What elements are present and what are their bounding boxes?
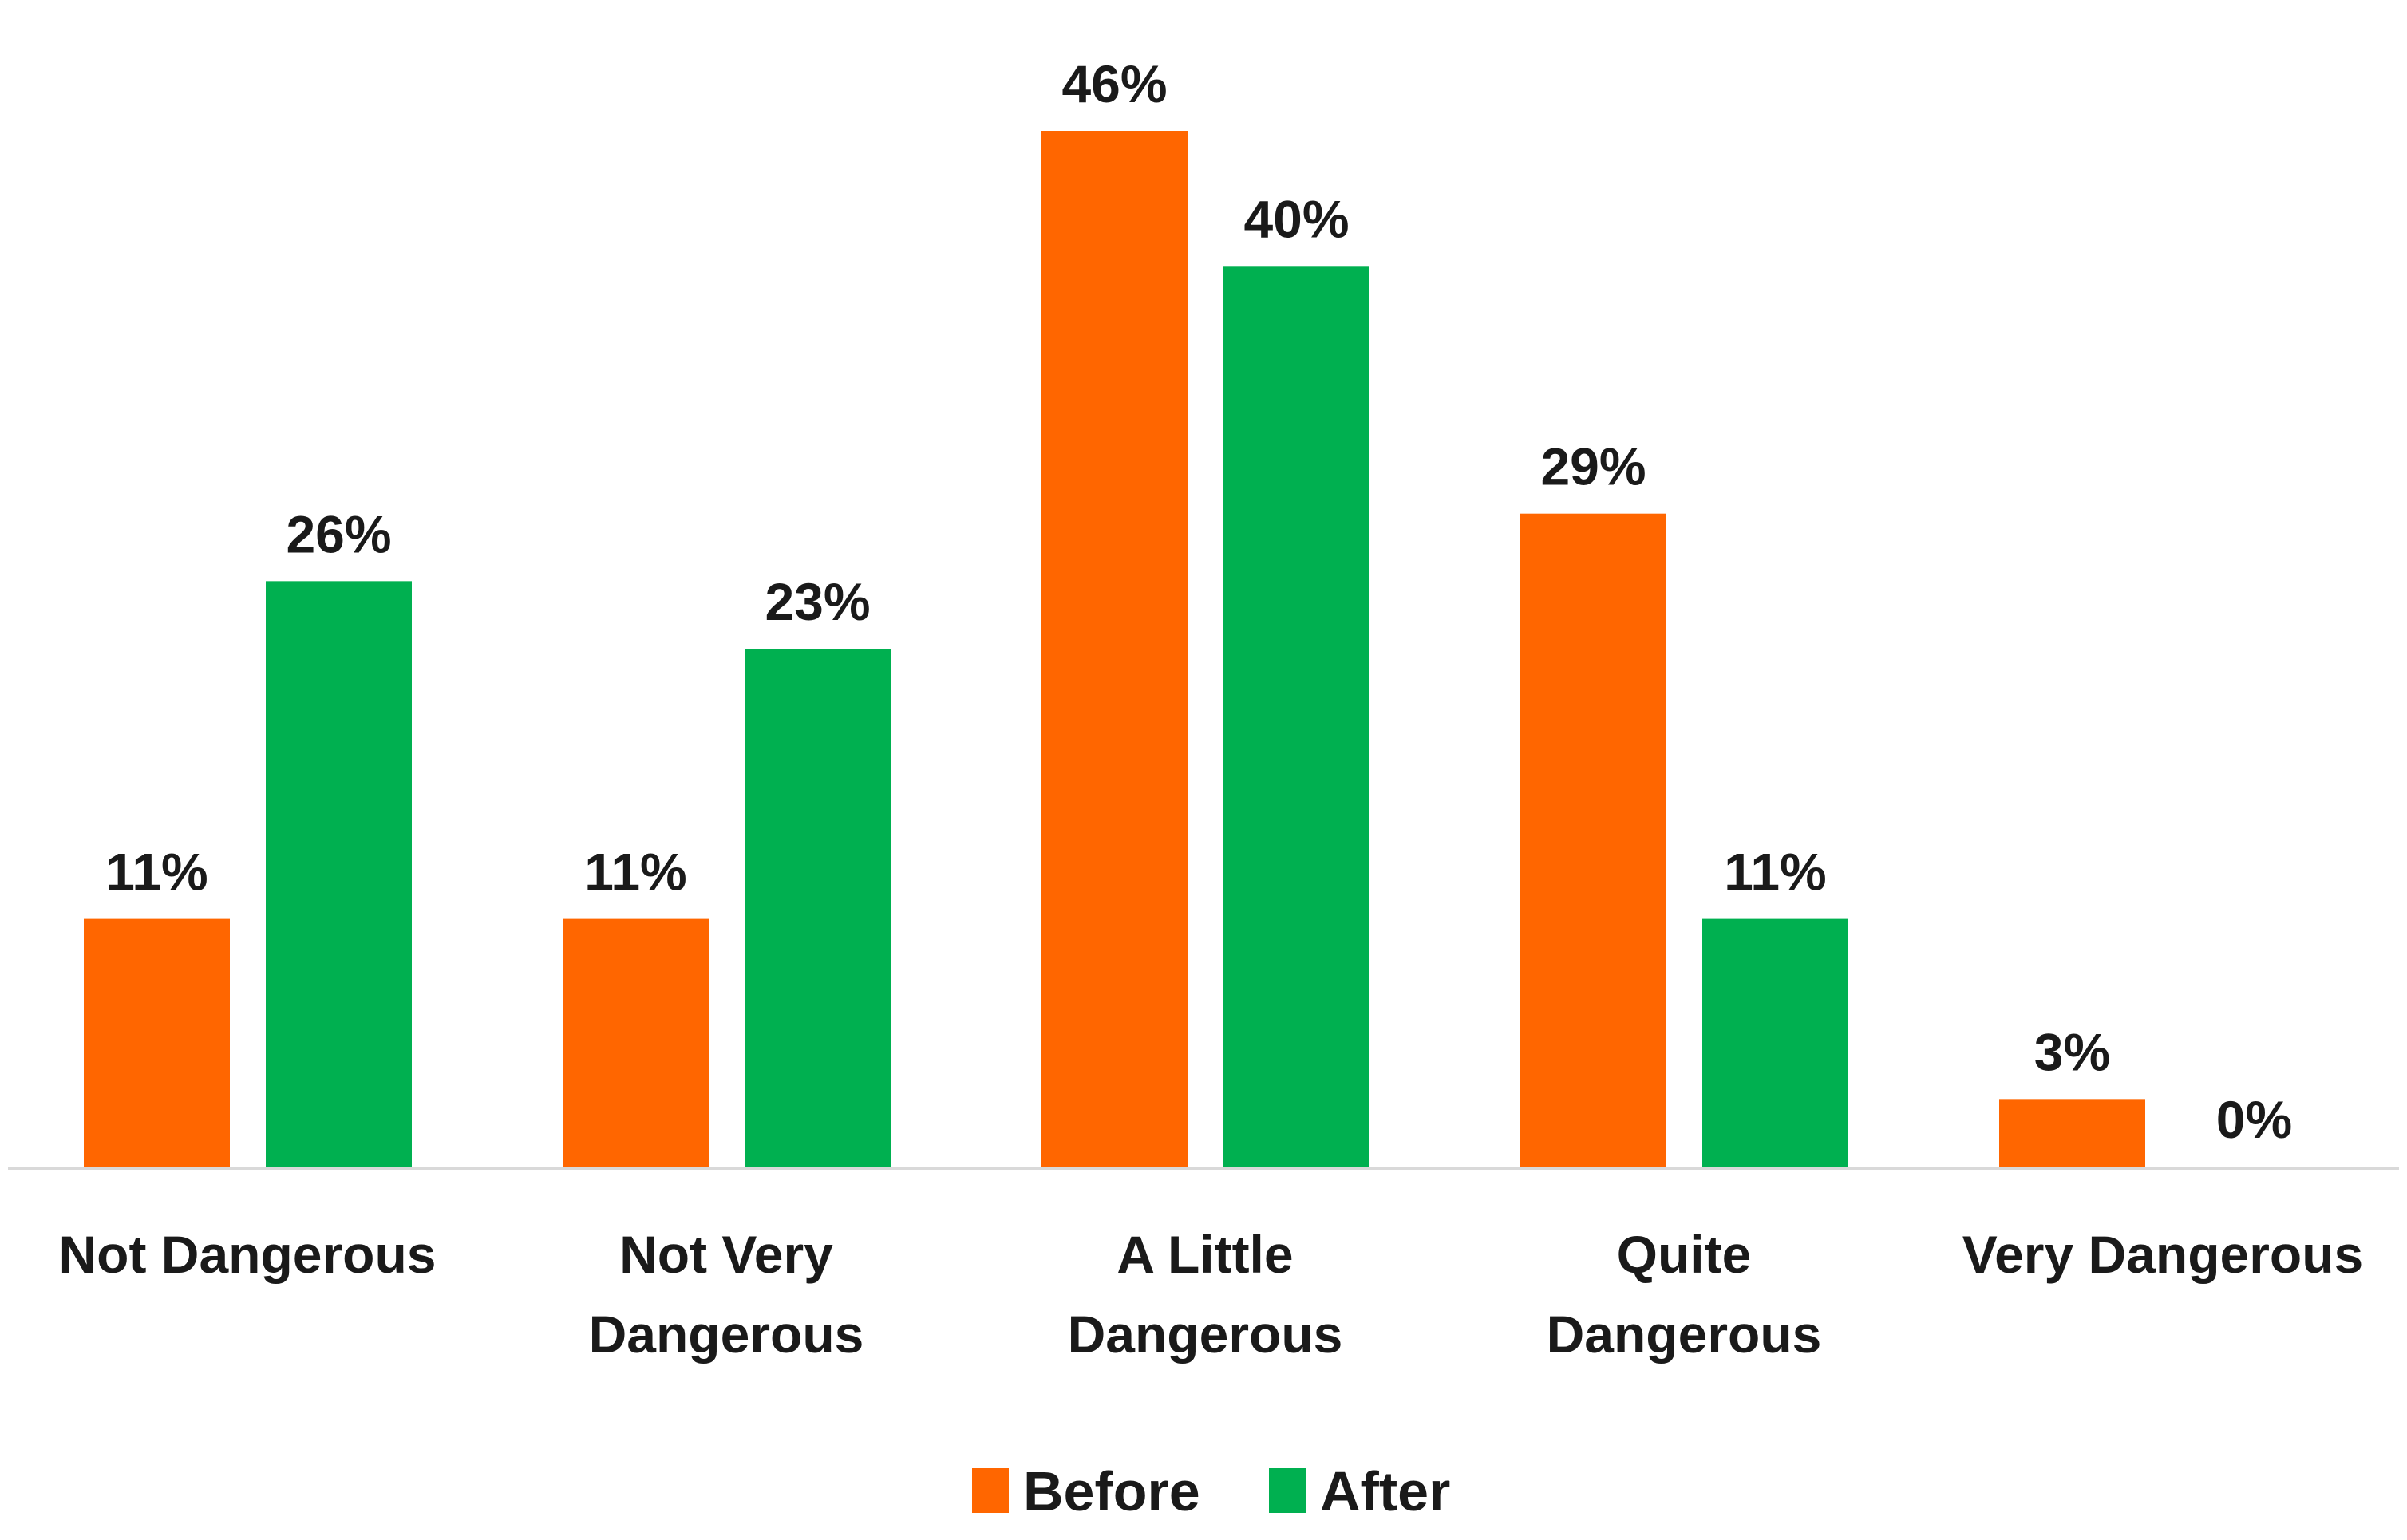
category-label-line: Dangerous [589,1305,864,1364]
bar-before-3 [1520,513,1666,1167]
category-label-line: Quite [1617,1225,1752,1284]
data-label-before-1: 11% [584,843,686,902]
legend-label-after: After [1320,1460,1450,1522]
legend: Before After [972,1460,1450,1522]
bar-before-4 [1999,1099,2145,1167]
bar-after-3 [1702,918,1848,1167]
legend-label-before: Before [1023,1460,1200,1522]
category-label-line: A Little [1117,1225,1293,1284]
category-label-4: Very Dangerous [1962,1225,2364,1284]
data-label-before-3: 29% [1540,437,1646,496]
legend-swatch-after [1269,1468,1306,1513]
data-label-after-1: 23% [765,572,870,631]
category-label-1: Not Very Dangerous [589,1225,864,1364]
bar-before-0 [84,918,230,1167]
category-label-line: Not Dangerous [58,1225,436,1284]
bar-after-1 [745,649,891,1167]
data-label-after-4: 0% [2216,1090,2292,1149]
data-label-after-3: 11% [1724,843,1826,902]
category-label-0: Not Dangerous [58,1225,436,1284]
plot-area: 11% 26% 11% 23% 46% 40% 29% 11% 3% 0% [84,54,2292,1167]
bar-after-2 [1223,266,1370,1167]
data-label-after-2: 40% [1243,189,1349,248]
category-label-2: A Little Dangerous [1068,1225,1343,1364]
data-label-before-0: 11% [105,843,208,902]
data-label-after-0: 26% [286,504,391,563]
bar-after-0 [266,581,412,1167]
category-label-line: Very Dangerous [1962,1225,2364,1284]
data-label-before-2: 46% [1061,54,1167,113]
data-label-before-4: 3% [2034,1022,2110,1081]
legend-swatch-before [972,1468,1009,1513]
bar-before-1 [563,918,709,1167]
category-labels: Not Dangerous Not Very Dangerous A Little Da… [58,1225,2363,1364]
bar-before-2 [1041,131,1188,1167]
category-label-line: Dangerous [1547,1305,1822,1364]
category-label-3: Quite Dangerous [1547,1225,1822,1364]
category-label-line: Dangerous [1068,1305,1343,1364]
category-label-line: Not Very [619,1225,833,1284]
